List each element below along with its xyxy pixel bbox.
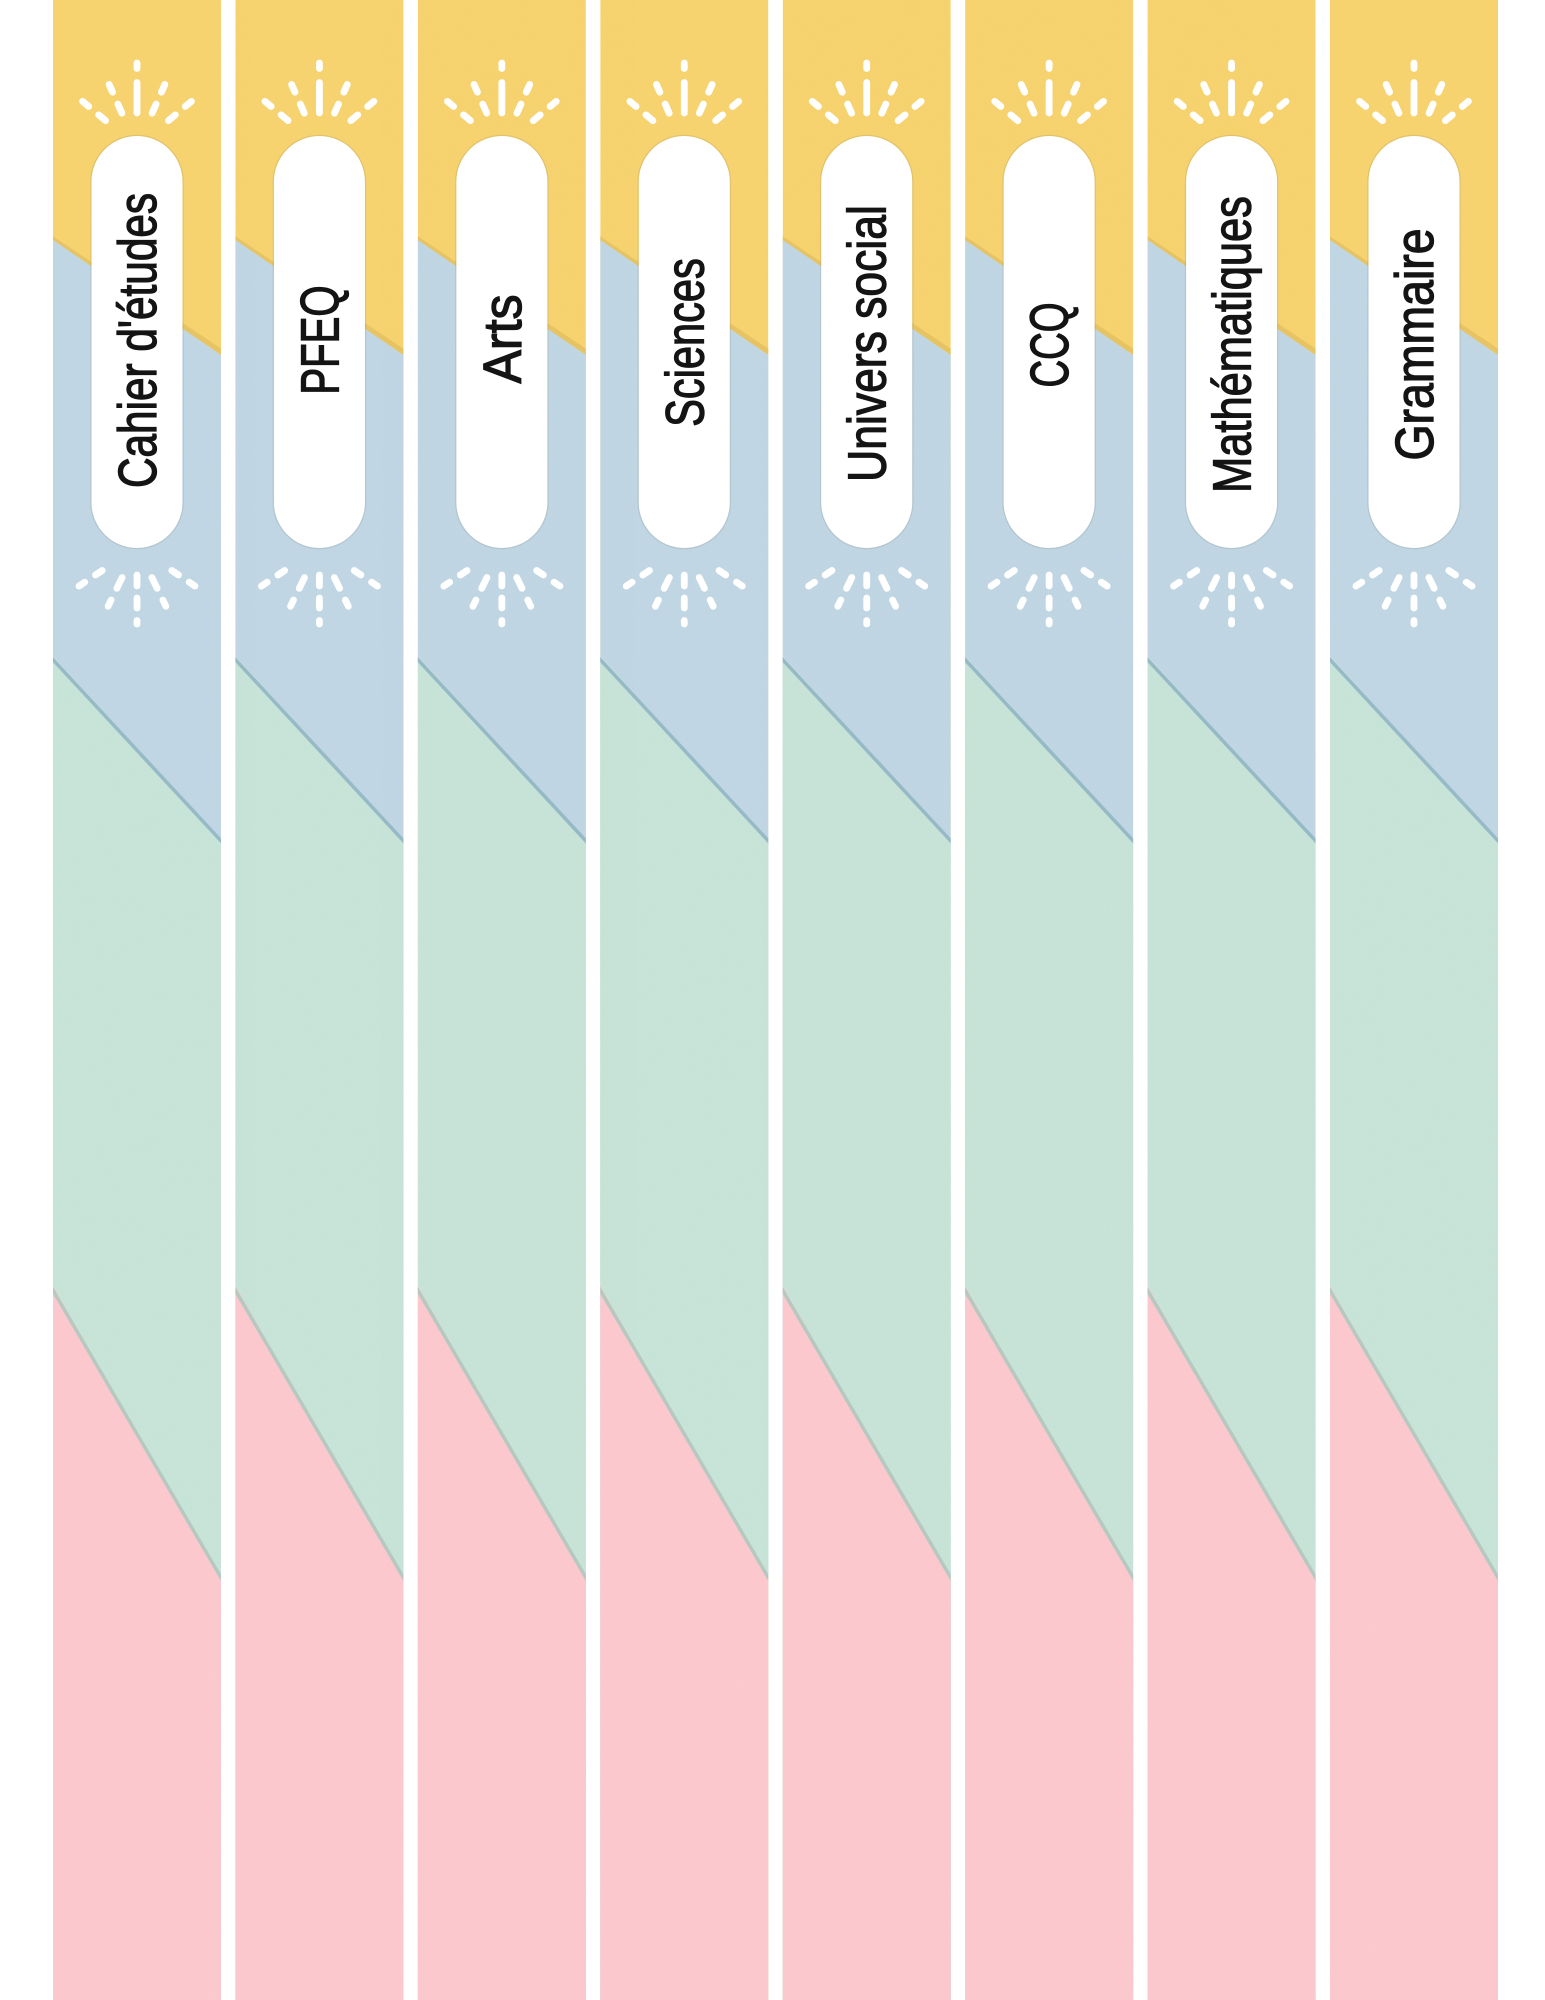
svg-text:Mathématiques: Mathématiques [1203,196,1263,493]
svg-text:Arts: Arts [473,294,533,383]
svg-text:Sciences: Sciences [655,258,716,427]
svg-text:Cahier d'études: Cahier d'études [108,193,168,488]
svg-text:Grammaire: Grammaire [1384,228,1445,460]
svg-text:CCQ: CCQ [1020,302,1080,387]
svg-text:Univers social: Univers social [838,205,898,482]
svg-text:PFEQ: PFEQ [291,285,351,394]
